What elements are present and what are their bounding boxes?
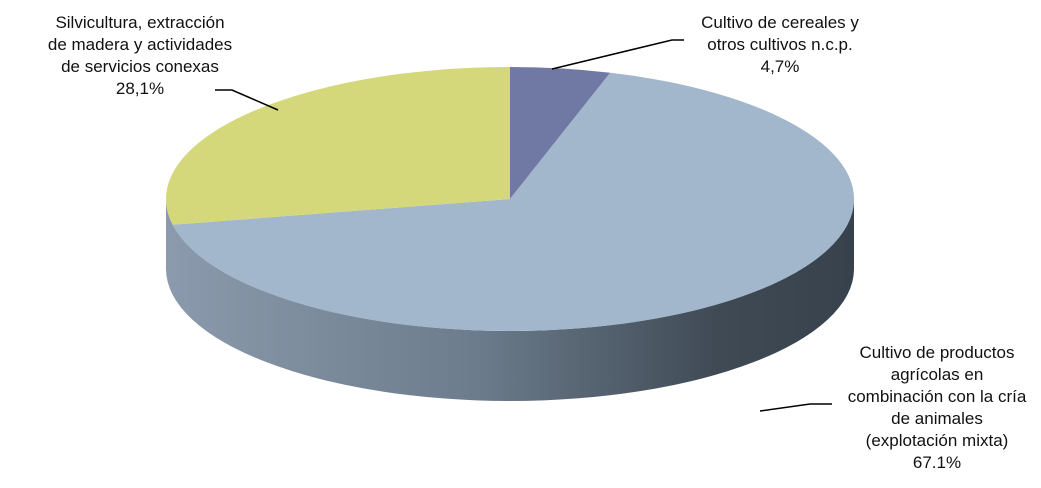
slice-label-line: combinación con la cría [847,387,1027,406]
leader-line-2 [215,89,279,111]
slice-label-line: Cultivo de productos [859,343,1015,362]
slice-label-line: Cultivo de cereales y [701,13,859,32]
slice-label-line: (explotación mixta) [865,431,1009,450]
slice-label-explotacion-mixta: Cultivo de productos agrícolas en combin… [832,342,1041,474]
slice-label-line: agrícolas en [890,365,984,384]
pie-side-wall [166,199,854,401]
slice-label-cereales: Cultivo de cereales y otros cultivos n.c… [670,12,890,78]
slice-label-line: de madera y actividades [47,35,233,54]
slice-percent: 67.1% [912,453,962,472]
slice-label-line: de animales [891,409,983,428]
leader-line-3 [759,403,832,412]
slice-label-silvicultura: Silvicultura, extracción de madera y act… [10,12,270,100]
slice-percent: 28,1% [115,79,165,98]
slice-label-line: de servicios conexas [61,57,219,76]
slice-label-line: otros cultivos n.c.p. [707,35,853,54]
leader-line-1 [551,39,684,70]
slice-percent: 4,7% [760,57,800,76]
pie-slice-2 [172,72,855,331]
pie-slice-1 [510,67,611,199]
slice-label-line: Silvicultura, extracción [55,13,225,32]
pie-slice-3 [165,67,511,225]
